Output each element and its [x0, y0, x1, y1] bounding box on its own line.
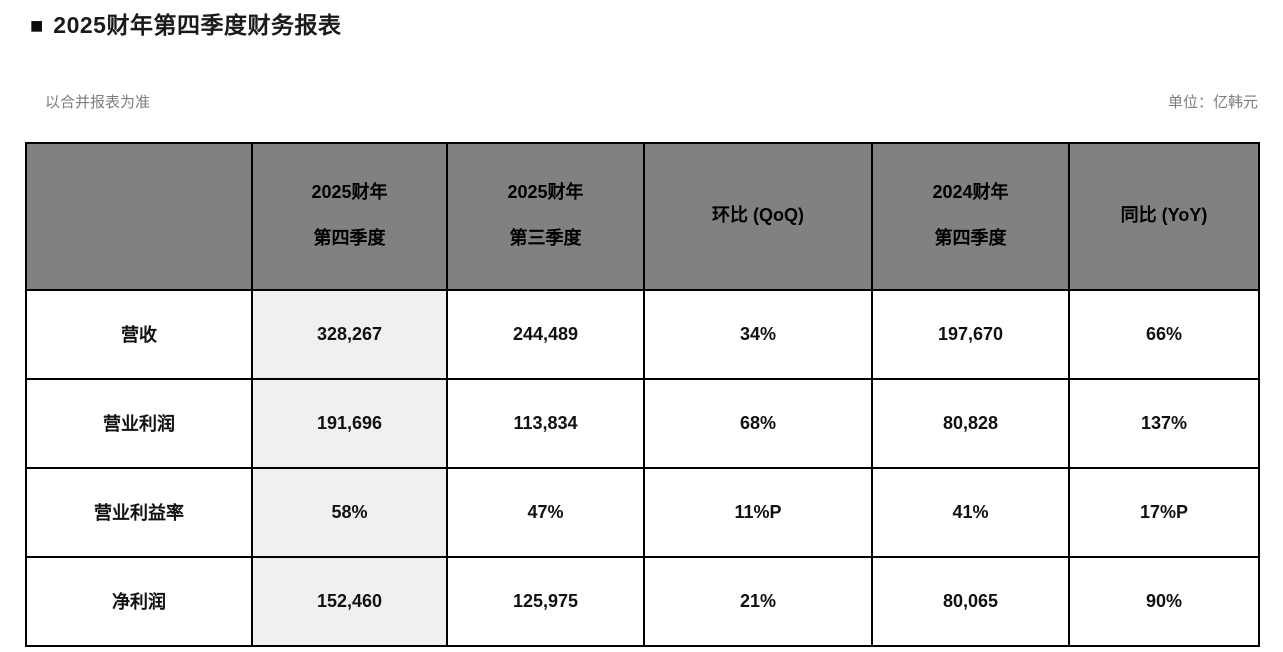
- table-cell: 137%: [1068, 377, 1260, 469]
- col-header-fy2025-q3: 2025财年 第三季度: [446, 141, 645, 291]
- header-row: 2025财年 第四季度 2025财年 第三季度 环比 (QoQ) 2024财年 …: [25, 141, 1260, 291]
- table-cell: 152,460: [251, 555, 448, 647]
- financial-table: 2025财年 第四季度 2025财年 第三季度 环比 (QoQ) 2024财年 …: [25, 141, 1260, 647]
- col-header-qoq: 环比 (QoQ): [643, 141, 873, 291]
- col-header-yoy: 同比 (YoY): [1068, 141, 1260, 291]
- table-row-revenue: 营收 328,267 244,489 34% 197,670 66%: [25, 288, 1260, 380]
- row-label-header: [25, 141, 253, 291]
- meta-row: 以合并报表为准 单位：亿韩元: [25, 94, 1258, 112]
- table-row-operating-margin: 营业利益率 58% 47% 11%P 41% 17%P: [25, 466, 1260, 558]
- table-cell: 328,267: [251, 288, 448, 380]
- table-cell: 66%: [1068, 288, 1260, 380]
- table-cell: 90%: [1068, 555, 1260, 647]
- row-label: 营业利益率: [25, 466, 253, 558]
- table-cell: 11%P: [643, 466, 873, 558]
- col-header-fy2025-q4: 2025财年 第四季度: [251, 141, 448, 291]
- table-row-net-profit: 净利润 152,460 125,975 21% 80,065 90%: [25, 555, 1260, 647]
- page-title: 2025财年第四季度财务报表: [53, 12, 342, 38]
- table-cell: 113,834: [446, 377, 645, 469]
- row-label: 营业利润: [25, 377, 253, 469]
- consolidated-note: 以合并报表为准: [45, 93, 151, 111]
- table-cell: 21%: [643, 555, 873, 647]
- col-header-fy2024-q4: 2024财年 第四季度: [871, 141, 1070, 291]
- table-header: 2025财年 第四季度 2025财年 第三季度 环比 (QoQ) 2024财年 …: [25, 141, 1260, 291]
- table-cell: 197,670: [871, 288, 1070, 380]
- title-row: ■ 2025财年第四季度财务报表: [0, 0, 1283, 40]
- table-cell: 80,828: [871, 377, 1070, 469]
- table-cell: 191,696: [251, 377, 448, 469]
- table-cell: 125,975: [446, 555, 645, 647]
- table-row-operating-profit: 营业利润 191,696 113,834 68% 80,828 137%: [25, 377, 1260, 469]
- unit-label: 单位：亿韩元: [1167, 93, 1258, 111]
- table-cell: 80,065: [871, 555, 1070, 647]
- table-body: 营收 328,267 244,489 34% 197,670 66% 营业利润 …: [25, 288, 1260, 647]
- table-cell: 68%: [643, 377, 873, 469]
- row-label: 营收: [25, 288, 253, 380]
- table-cell: 41%: [871, 466, 1070, 558]
- row-label: 净利润: [25, 555, 253, 647]
- black-square-icon: ■: [30, 12, 44, 38]
- table-cell: 17%P: [1068, 466, 1260, 558]
- table-cell: 244,489: [446, 288, 645, 380]
- table-cell: 58%: [251, 466, 448, 558]
- table-cell: 47%: [446, 466, 645, 558]
- table-cell: 34%: [643, 288, 873, 380]
